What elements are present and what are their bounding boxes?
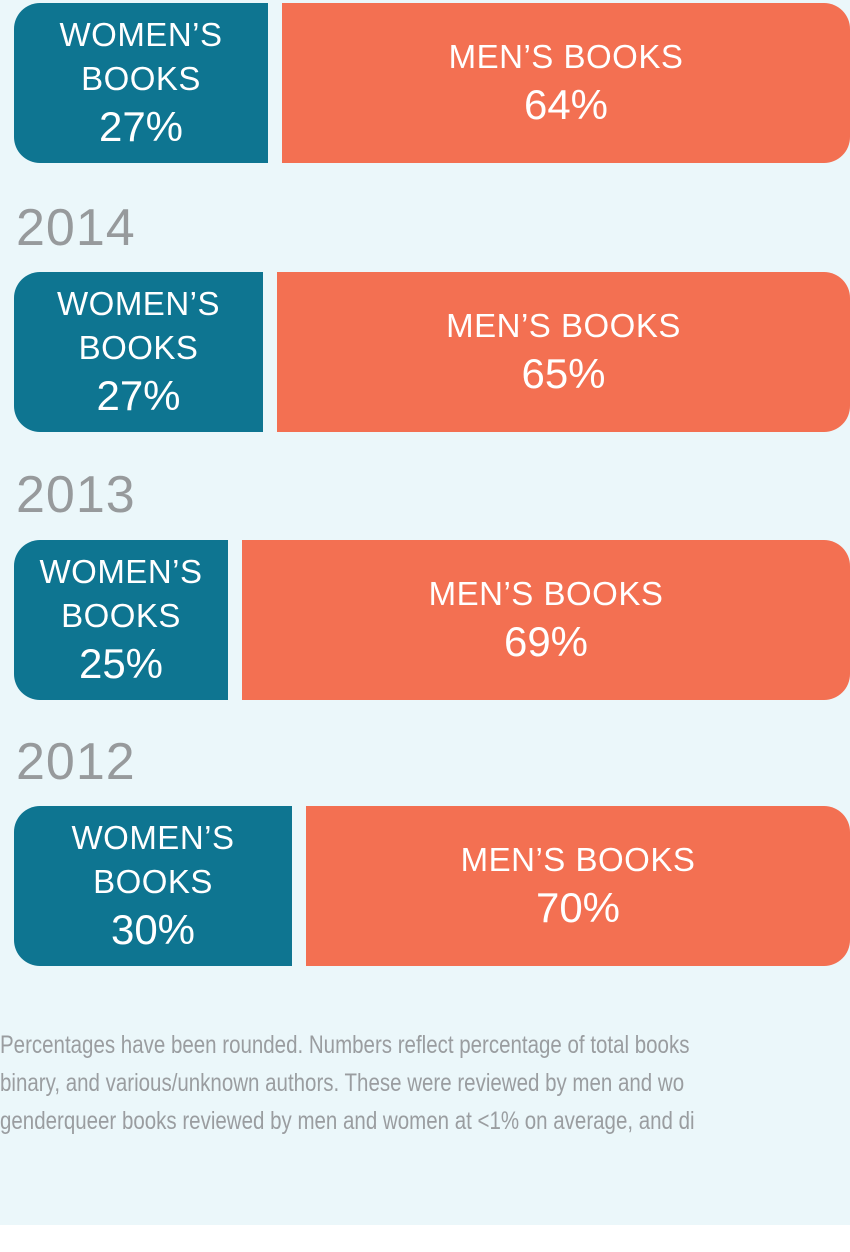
women-value: 25% bbox=[78, 640, 164, 687]
men-label: MEN’S BOOKS bbox=[428, 575, 664, 612]
women-label: BOOKS bbox=[93, 863, 213, 900]
men-label: MEN’S BOOKS bbox=[448, 38, 684, 75]
women-bar: WOMEN’S BOOKS 25% bbox=[14, 540, 228, 700]
men-bar: MEN’S BOOKS 64% bbox=[282, 3, 850, 163]
women-bar: WOMEN’S BOOKS 27% bbox=[14, 272, 263, 432]
women-label: WOMEN’S bbox=[39, 553, 203, 590]
women-bar: WOMEN’S BOOKS 30% bbox=[14, 806, 292, 966]
women-label: BOOKS bbox=[61, 597, 181, 634]
men-bar: MEN’S BOOKS 70% bbox=[306, 806, 850, 966]
women-label: BOOKS bbox=[81, 60, 201, 97]
men-value: 64% bbox=[523, 81, 609, 128]
women-label: WOMEN’S bbox=[71, 819, 235, 856]
year-label: 2012 bbox=[16, 733, 136, 791]
men-bar: MEN’S BOOKS 69% bbox=[242, 540, 850, 700]
women-label: WOMEN’S bbox=[57, 285, 220, 322]
year-label: 2014 bbox=[16, 199, 136, 257]
women-label: WOMEN’S bbox=[59, 16, 223, 53]
women-value: 30% bbox=[110, 906, 196, 953]
women-value: 27% bbox=[96, 372, 181, 419]
men-value: 70% bbox=[535, 884, 621, 931]
women-bar: WOMEN’S BOOKS 27% bbox=[14, 3, 268, 163]
footnote: Percentages have been rounded. Numbers r… bbox=[0, 1026, 850, 1140]
footnote-line: genderqueer books reviewed by men and wo… bbox=[0, 1107, 695, 1135]
year-label: 2013 bbox=[16, 466, 136, 524]
men-label: MEN’S BOOKS bbox=[446, 307, 681, 344]
women-value: 27% bbox=[98, 103, 184, 150]
footnote-line: binary, and various/unknown authors. The… bbox=[0, 1069, 685, 1097]
men-label: MEN’S BOOKS bbox=[460, 841, 696, 878]
women-label: BOOKS bbox=[78, 329, 199, 366]
footnote-line: Percentages have been rounded. Numbers r… bbox=[0, 1031, 690, 1059]
men-bar: MEN’S BOOKS 65% bbox=[277, 272, 850, 432]
men-value: 65% bbox=[521, 350, 606, 397]
men-value: 69% bbox=[503, 618, 589, 665]
